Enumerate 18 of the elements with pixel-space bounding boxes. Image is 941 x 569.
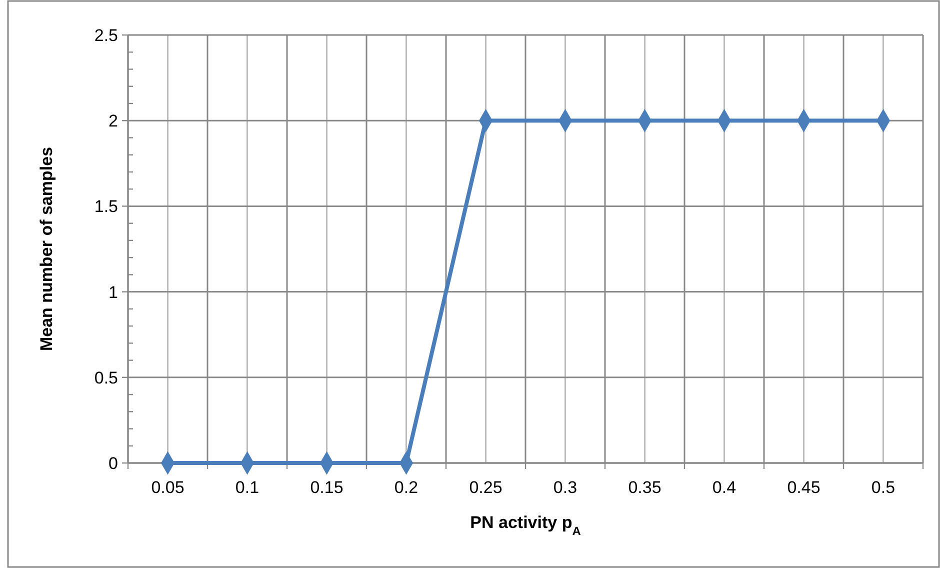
y-tick-label: 1 [108,282,118,302]
x-tick-label: 0.3 [553,478,578,497]
x-tick-label: 0.35 [628,478,662,497]
y-tick-label: 2.5 [94,26,118,45]
x-tick-label: 0.4 [712,478,736,497]
y-tick-label: 2 [108,112,118,131]
y-tick-label: 0.5 [94,368,118,388]
y-tick-label: 0 [108,454,118,473]
x-tick-label: 0.25 [469,478,502,497]
x-tick-label: 0.5 [871,478,896,497]
x-tick-label: 0.2 [394,478,418,497]
x-tick-label: 0.05 [151,478,184,497]
x-tick-label: 0.45 [787,478,820,497]
x-tick-label: 0.15 [310,478,344,497]
x-axis-title: PN activity p$_{A}$ [470,513,582,538]
y-axis-title: Mean number of samples [37,146,56,352]
y-tick-label: 1.5 [94,197,118,216]
x-tick-label: 0.1 [235,478,260,497]
